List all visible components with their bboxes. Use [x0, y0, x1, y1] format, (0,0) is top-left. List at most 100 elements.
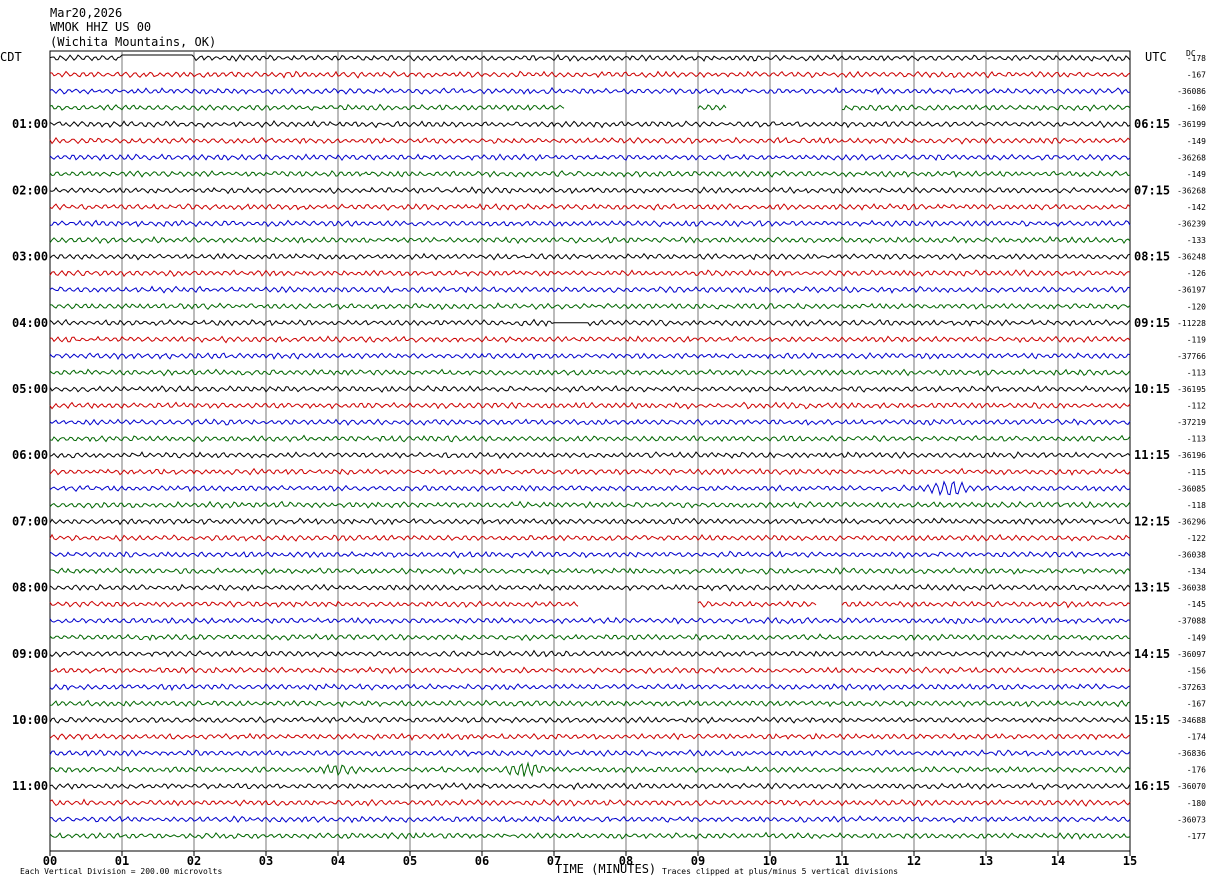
trace-row: [49, 500, 1131, 509]
right-hour-label: 16:15: [1134, 779, 1170, 793]
header-station: WMOK HHZ US 00: [50, 20, 152, 34]
trace-row: [49, 352, 1131, 361]
trace-row: [49, 781, 1131, 791]
trace-row: [50, 302, 1131, 311]
trace-row: [49, 517, 1131, 526]
dc-offset-label: -149: [1187, 137, 1206, 146]
trace-row: [49, 683, 1131, 692]
trace-row: [49, 616, 1131, 625]
dc-offset-label: -113: [1187, 435, 1206, 444]
trace-row: [49, 285, 1131, 294]
dc-offset-label: -113: [1187, 368, 1206, 377]
dc-offset-label: -36038: [1177, 551, 1206, 560]
scale-note: Each Vertical Division = 200.00 microvol…: [20, 867, 223, 876]
trace-row: [49, 70, 1131, 79]
right-hour-label: 10:15: [1134, 382, 1170, 396]
trace-row: [49, 103, 1131, 112]
x-tick-label: 02: [187, 854, 201, 868]
x-tick-label: 05: [403, 854, 417, 868]
trace-row: [49, 203, 1131, 211]
right-hour-label: 07:15: [1134, 183, 1170, 197]
dc-offset-label: -36038: [1177, 584, 1206, 593]
dc-offset-label: -36296: [1177, 517, 1206, 526]
header-location: (Wichita Mountains, OK): [50, 35, 217, 49]
right-hour-label: 09:15: [1134, 316, 1170, 330]
dc-offset-label: -122: [1187, 534, 1206, 543]
x-tick-label: 00: [43, 854, 57, 868]
dc-offset-label: -115: [1187, 468, 1206, 477]
dc-offset-label: -37219: [1177, 418, 1206, 427]
trace-row: [49, 136, 1131, 145]
dc-offset-label: -36836: [1177, 749, 1206, 758]
right-timezone-label: UTC: [1145, 50, 1167, 64]
dc-offset-label: -134: [1187, 567, 1206, 576]
trace-row: [49, 716, 1131, 724]
dc-offset-label: -167: [1187, 71, 1206, 80]
left-hour-label: 06:00: [12, 448, 48, 462]
x-tick-label: 14: [1051, 854, 1065, 868]
trace-row: [49, 401, 1131, 410]
dc-offset-label: -112: [1187, 402, 1206, 411]
dc-offset-label: -174: [1187, 733, 1206, 742]
trace-row: [49, 318, 1131, 328]
dc-offset-label: -36073: [1177, 815, 1206, 824]
dc-offset-label: -36195: [1177, 385, 1206, 394]
dc-offset-label: -34688: [1177, 716, 1206, 725]
x-tick-label: 12: [907, 854, 921, 868]
x-tick-label: 10: [763, 854, 777, 868]
right-hour-label: 14:15: [1134, 647, 1170, 661]
x-axis-title: TIME (MINUTES): [555, 862, 657, 876]
trace-row: [49, 666, 1131, 675]
dc-offset-label: -36097: [1177, 650, 1206, 659]
dc-offset-label: -36085: [1177, 484, 1206, 493]
trace-row: [49, 384, 1131, 394]
dc-offset-label: -36199: [1177, 120, 1206, 129]
trace-row: [49, 451, 1131, 460]
dc-offset-label: -36197: [1177, 286, 1206, 295]
right-hour-label: 13:15: [1134, 581, 1170, 595]
dc-offset-label: -142: [1187, 203, 1206, 212]
dc-offset-label: -167: [1187, 699, 1206, 708]
trace-row: [49, 252, 1131, 261]
right-hour-label: 15:15: [1134, 713, 1170, 727]
trace-row: [49, 153, 1131, 162]
dc-offset-label: -156: [1187, 666, 1206, 675]
trace-row: [49, 86, 1131, 96]
dc-offset-label: -36196: [1177, 451, 1206, 460]
dc-offset-label: -178: [1187, 54, 1206, 63]
dc-offset-label: -37263: [1177, 683, 1206, 692]
dc-offset-label: -126: [1187, 269, 1206, 278]
dc-offset-label: -149: [1187, 633, 1206, 642]
trace-row: [49, 761, 1131, 778]
dc-offset-label: -160: [1187, 104, 1206, 113]
left-hour-label: 01:00: [12, 117, 48, 131]
right-hour-label: 11:15: [1134, 448, 1170, 462]
dc-offset-label: -176: [1187, 766, 1206, 775]
trace-row: [49, 235, 1131, 245]
x-tick-label: 11: [835, 854, 849, 868]
dc-offset-label: -118: [1187, 501, 1206, 510]
trace-row: [49, 583, 1131, 592]
trace-row: [49, 633, 1131, 642]
x-tick-label: 08: [619, 854, 633, 868]
trace-row: [49, 53, 1131, 63]
trace-row: [49, 186, 1131, 195]
left-hour-label: 09:00: [12, 647, 48, 661]
trace-row: [49, 699, 1131, 708]
x-tick-label: 01: [115, 854, 129, 868]
left-timezone-label: CDT: [0, 50, 22, 64]
left-hour-label: 03:00: [12, 250, 48, 264]
left-hour-label: 10:00: [12, 713, 48, 727]
x-tick-label: 06: [475, 854, 489, 868]
plot-frame: [49, 50, 1131, 852]
dc-offset-label: -177: [1187, 832, 1206, 841]
left-hour-label: 05:00: [12, 382, 48, 396]
trace-row: [49, 335, 1131, 344]
dc-offset-label: -36070: [1177, 782, 1206, 791]
trace-row: [49, 567, 1131, 576]
trace-row: [49, 815, 1131, 824]
dc-offset-label: -37766: [1177, 352, 1206, 361]
trace-row: [49, 418, 1131, 426]
trace-row: [49, 831, 1131, 841]
